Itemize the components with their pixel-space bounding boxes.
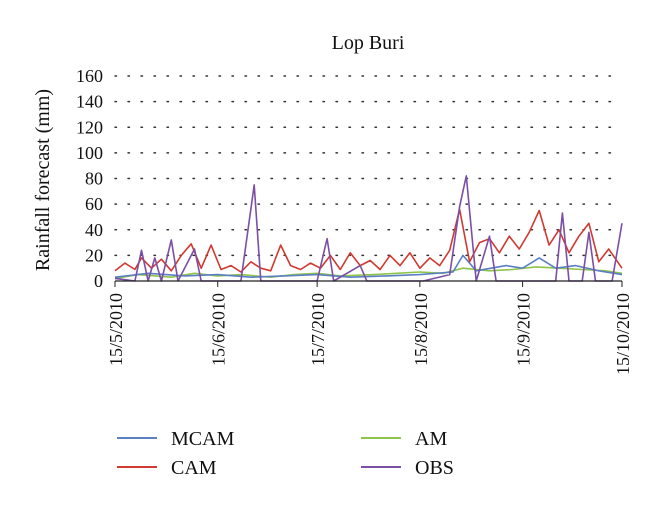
y-axis-ticks: 0 20 40 60 80 100 120 140 160 [76,66,103,291]
y-tick-label: 20 [85,245,103,265]
series-line-mcam [114,254,623,279]
series-lines [114,175,623,282]
y-tick-label: 120 [76,117,103,137]
y-tick-label: 40 [85,220,103,240]
series-line-obs [114,175,623,282]
x-axis-ticks: 15/5/2010 15/6/2010 15/7/2010 15/8/2010 15/9… [106,281,633,375]
y-tick-label: 100 [76,143,103,163]
y-tick-label: 160 [76,66,103,86]
x-tick-label: 15/5/2010 [106,293,126,366]
y-tick-label: 140 [76,92,103,112]
legend-label-mcam: MCAM [171,428,235,450]
x-tick-label: 15/7/2010 [308,293,328,366]
y-tick-label: 0 [94,271,103,291]
legend: MCAM CAM AM OBS [117,428,454,479]
legend-label-cam: CAM [171,457,217,479]
gridlines [114,75,623,257]
x-tick-label: 15/8/2010 [411,293,431,366]
legend-label-obs: OBS [415,457,454,479]
x-tick-label: 15/6/2010 [209,293,229,366]
x-tick-label: 15/9/2010 [514,293,534,366]
legend-label-am: AM [415,428,447,450]
y-axis-label: Rainfall forecast (mm) [32,89,54,271]
chart-title: Lop Buri [332,32,405,54]
y-tick-label: 60 [85,194,103,214]
x-tick-label: 15/10/2010 [613,293,633,375]
y-tick-label: 80 [85,169,103,189]
